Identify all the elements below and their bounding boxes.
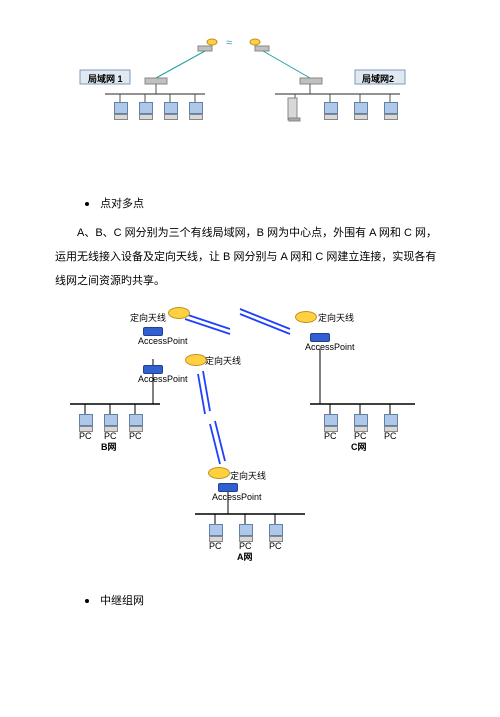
pc	[104, 414, 118, 430]
pc	[354, 102, 368, 118]
bullet-point-to-multipoint: 点对多点	[85, 195, 500, 211]
lan1-label: 局域网 1	[88, 72, 123, 85]
pc	[79, 414, 93, 430]
netB-label: B网	[101, 440, 117, 453]
pc	[209, 524, 223, 540]
ap-icon	[143, 365, 163, 374]
antenna-icon	[168, 307, 190, 319]
pc	[114, 102, 128, 118]
pc	[384, 414, 398, 430]
netC-label: C网	[351, 440, 367, 453]
diagram-lans: ≈ 局域网 1 局域网2	[0, 10, 500, 140]
antenna-label-c: 定向天线	[318, 311, 354, 324]
pc	[269, 524, 283, 540]
pc-label: PC	[129, 431, 142, 441]
bullet-title: 点对多点	[100, 198, 144, 210]
pc-label: PC	[384, 431, 397, 441]
antenna-icon	[208, 467, 230, 479]
antenna-label-b2: 定向天线	[205, 354, 241, 367]
pc	[139, 102, 153, 118]
pc	[354, 414, 368, 430]
antenna-label-b1: 定向天线	[130, 311, 166, 324]
pc-label: PC	[79, 431, 92, 441]
pc	[189, 102, 203, 118]
ap-icon	[218, 483, 238, 492]
antenna-label-a: 定向天线	[230, 469, 266, 482]
lan2-label: 局域网2	[362, 72, 394, 85]
ap-icon	[310, 333, 330, 342]
pc	[324, 102, 338, 118]
bullet-title-2: 中继组网	[100, 595, 144, 607]
antenna-icon	[295, 311, 317, 323]
section1-body: A、B、C 网分别为三个有线局域网，B 网为中心点，外围有 A 网和 C 网，运…	[55, 221, 445, 294]
ap-label-b2: AccessPoint	[138, 374, 188, 384]
bullet-icon	[85, 599, 89, 603]
pc	[324, 414, 338, 430]
diagram-multipoint: 定向天线 AccessPoint 定向天线 AccessPoint 定向天线 A…	[0, 299, 500, 564]
ap-icon	[143, 327, 163, 336]
pc	[239, 524, 253, 540]
pc-label: PC	[269, 541, 282, 551]
bullet-relay: 中继组网	[85, 592, 500, 608]
ap-label-b1: AccessPoint	[138, 336, 188, 346]
antenna-icon	[185, 354, 207, 366]
pc-label: PC	[209, 541, 222, 551]
netA-label: A网	[237, 550, 253, 563]
svg-text:≈: ≈	[226, 37, 232, 49]
ap-label-c: AccessPoint	[305, 342, 355, 352]
ap-label-a: AccessPoint	[212, 492, 262, 502]
pc	[164, 102, 178, 118]
pc	[129, 414, 143, 430]
pc	[384, 102, 398, 118]
pc-label: PC	[324, 431, 337, 441]
bullet-icon	[85, 202, 89, 206]
